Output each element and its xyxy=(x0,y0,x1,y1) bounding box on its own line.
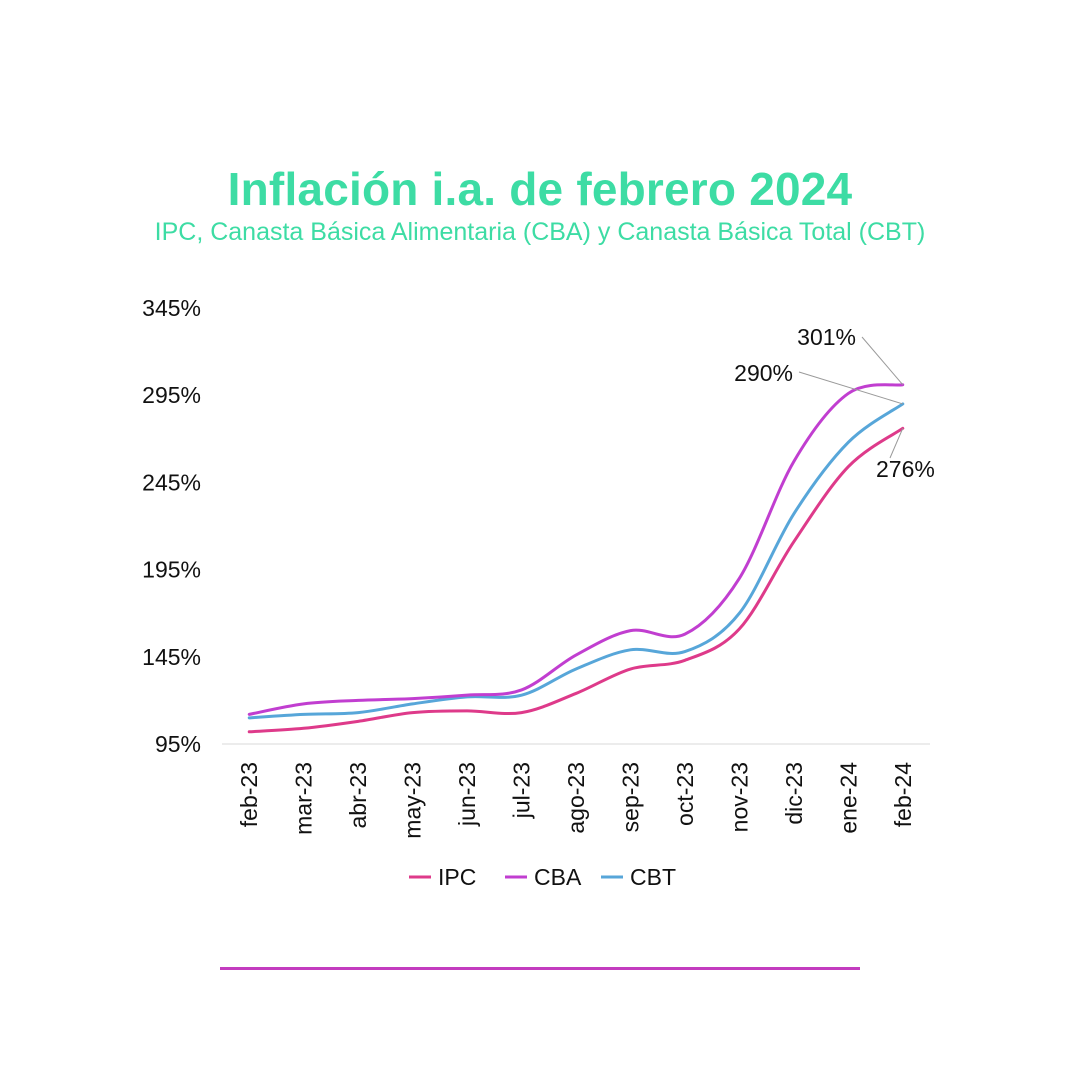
annotation-label-cbt: 290% xyxy=(734,360,793,386)
x-tick-label: jul-23 xyxy=(509,762,535,819)
x-tick-label: feb-23 xyxy=(236,762,262,827)
chart-subtitle: IPC, Canasta Básica Alimentaria (CBA) y … xyxy=(154,218,926,246)
legend-label-cbt: CBT xyxy=(630,864,676,890)
annotation-leader-cba xyxy=(861,336,904,386)
y-tick-label: 295% xyxy=(142,382,201,408)
x-tick-label: sep-23 xyxy=(617,762,643,832)
x-tick-label: mar-23 xyxy=(291,762,317,835)
annotation-label-ipc: 276% xyxy=(876,456,935,482)
x-tick-label: ago-23 xyxy=(563,762,589,834)
y-tick-label: 95% xyxy=(155,731,201,757)
series-line-cba xyxy=(247,383,905,716)
x-tick-label: jun-23 xyxy=(454,762,480,827)
footer-divider xyxy=(220,967,860,970)
series-line-ipc xyxy=(247,426,905,734)
legend-label-cba: CBA xyxy=(534,864,582,890)
x-tick-label: ene-24 xyxy=(835,762,861,834)
annotation-leader-cbt xyxy=(798,371,903,405)
x-tick-label: nov-23 xyxy=(726,762,752,832)
y-tick-label: 345% xyxy=(142,295,201,321)
annotation-label-cba: 301% xyxy=(797,324,856,350)
y-tick-label: 195% xyxy=(142,557,201,583)
x-tick-label: abr-23 xyxy=(345,762,371,828)
series-line-cbt xyxy=(247,402,905,720)
annotation-leader-ipc xyxy=(889,428,904,459)
x-tick-label: dic-23 xyxy=(781,762,807,825)
y-tick-label: 245% xyxy=(142,469,201,495)
chart-title: Inflación i.a. de febrero 2024 xyxy=(227,163,853,215)
x-tick-label: oct-23 xyxy=(672,762,698,826)
y-tick-label: 145% xyxy=(142,644,201,670)
x-tick-label: may-23 xyxy=(400,762,426,839)
legend-label-ipc: IPC xyxy=(438,864,476,890)
x-tick-label: feb-24 xyxy=(890,762,916,827)
